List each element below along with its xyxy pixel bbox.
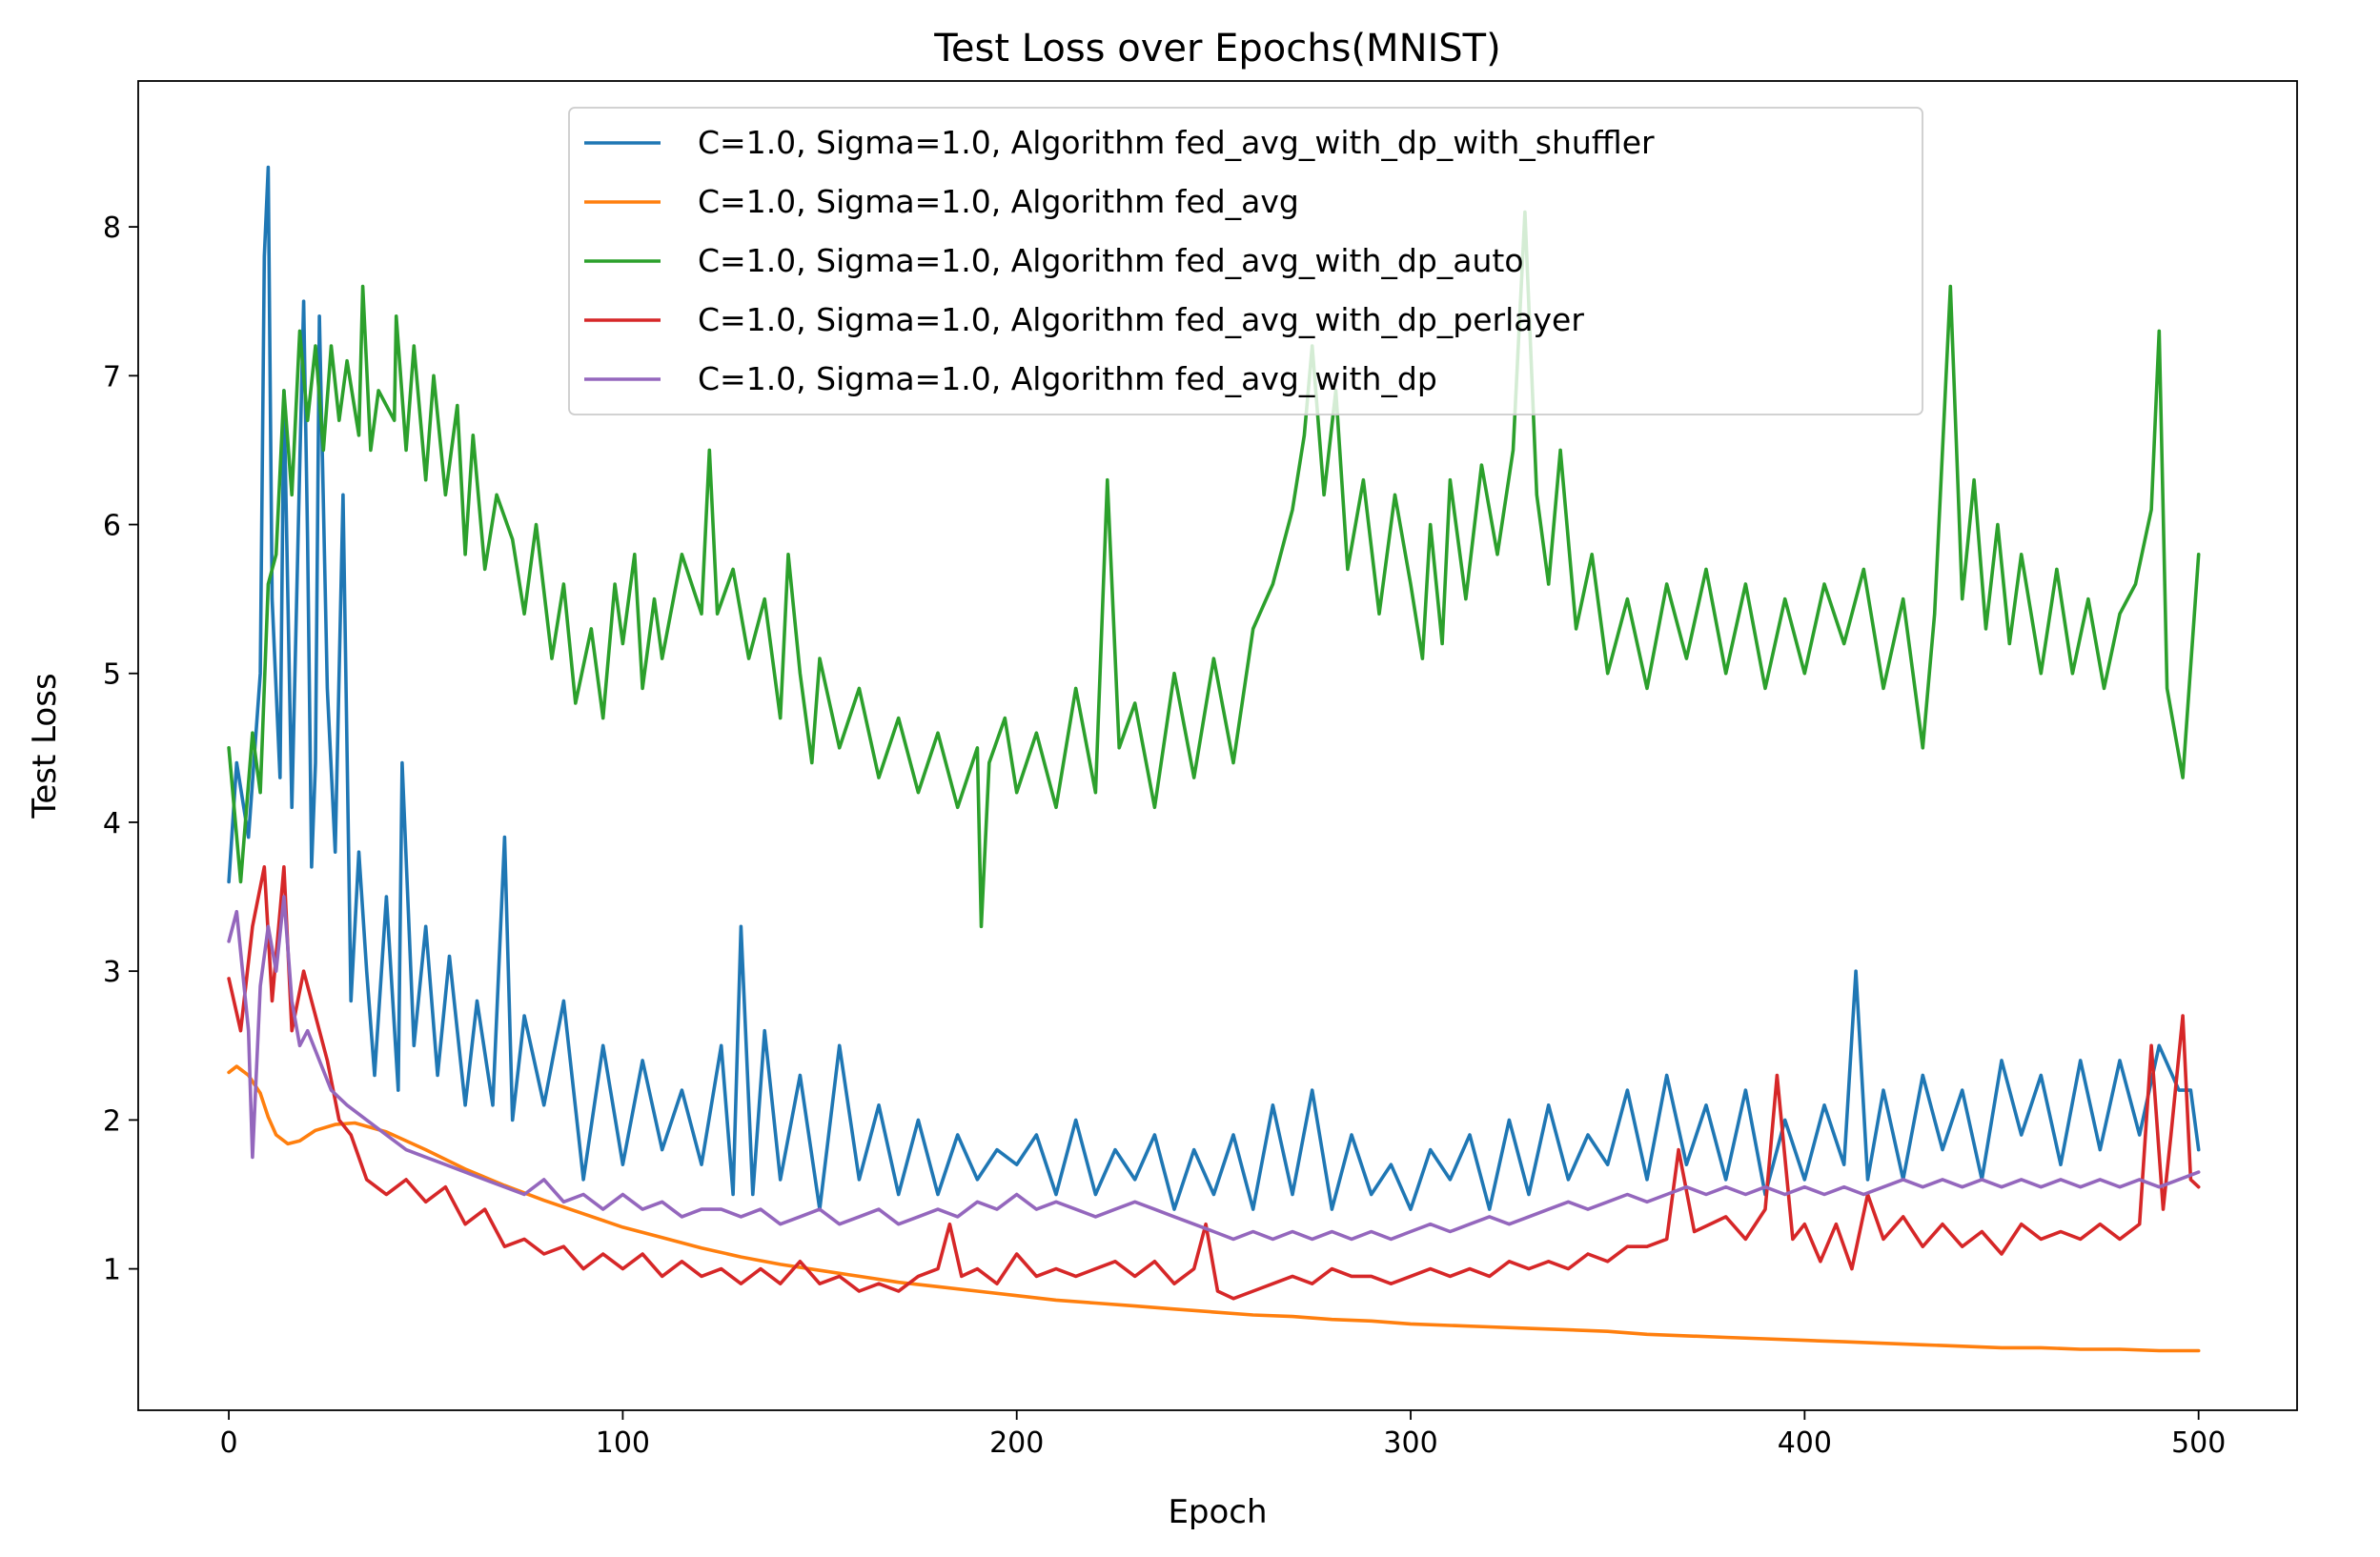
series-line-4 — [227, 865, 2201, 1301]
legend-entry: C=1.0, Sigma=1.0, Algorithm fed_avg — [698, 183, 1299, 220]
x-tick-label: 200 — [989, 1426, 1044, 1460]
legend-entry: C=1.0, Sigma=1.0, Algorithm fed_avg_with… — [698, 242, 1524, 279]
legend-entry: C=1.0, Sigma=1.0, Algorithm fed_avg_with… — [698, 360, 1437, 397]
y-tick-label: 3 — [103, 956, 121, 989]
y-tick-label: 7 — [103, 360, 121, 394]
chart-title: Test Loss over Epochs(MNIST) — [933, 27, 1500, 71]
x-axis: 0 100 200 300 400 500 — [220, 1410, 2226, 1460]
legend-box — [568, 107, 1923, 415]
series-line-2 — [227, 1064, 2201, 1353]
series-line-3 — [227, 210, 2201, 929]
legend: C=1.0, Sigma=1.0, Algorithm fed_avg_with… — [568, 107, 1923, 415]
y-tick-label: 6 — [103, 510, 121, 543]
x-tick-label: 100 — [596, 1426, 650, 1460]
legend-entry: C=1.0, Sigma=1.0, Algorithm fed_avg_with… — [698, 301, 1584, 338]
series-line-1 — [227, 165, 2201, 1211]
x-axis-label: Epoch — [1168, 1493, 1267, 1531]
legend-entry: C=1.0, Sigma=1.0, Algorithm fed_avg_with… — [698, 124, 1655, 161]
y-tick-label: 2 — [103, 1104, 121, 1138]
axes-frame — [137, 80, 2298, 1411]
series-layer — [227, 165, 2201, 1353]
x-tick-label: 0 — [220, 1426, 238, 1460]
x-tick-label: 500 — [2171, 1426, 2226, 1460]
y-axis-label: Test Loss — [26, 673, 64, 819]
x-tick-label: 300 — [1383, 1426, 1437, 1460]
plot-area — [137, 80, 2298, 1411]
series-line-5 — [227, 895, 2201, 1242]
x-tick-label: 400 — [1778, 1426, 1832, 1460]
y-tick-label: 4 — [103, 807, 121, 840]
y-tick-label: 8 — [103, 212, 121, 245]
y-tick-label: 5 — [103, 658, 121, 692]
y-axis: 1 2 3 4 5 6 7 8 — [103, 212, 138, 1287]
y-tick-label: 1 — [103, 1254, 121, 1287]
